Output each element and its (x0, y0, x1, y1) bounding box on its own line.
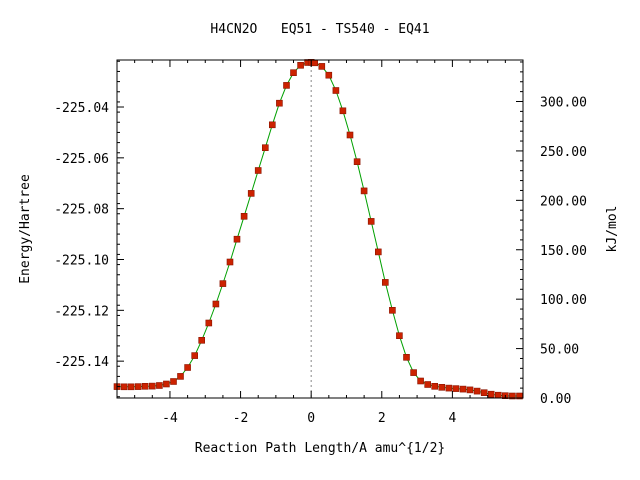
data-point (424, 381, 432, 388)
y2-tick-label: 200.00 (540, 194, 587, 209)
data-point (332, 87, 340, 94)
data-point (297, 61, 304, 69)
data-point (261, 144, 269, 151)
y2-tick-label: 100.00 (540, 293, 587, 308)
x-tick-label: 0 (307, 411, 315, 426)
data-point (367, 218, 375, 225)
data-point (134, 383, 142, 390)
y-axis-label: Energy/Hartree (18, 174, 33, 284)
data-point (177, 373, 184, 380)
data-point (396, 332, 403, 340)
axes-layer: -4 -2 0 2 4 -225.04 -225.06 -225.08 -225.10 -225.… (54, 60, 587, 426)
data-point (353, 158, 361, 165)
data-point (346, 131, 354, 139)
y-tick-label: -225.04 (54, 101, 109, 116)
data-point (170, 378, 177, 385)
data-point (219, 280, 227, 287)
data-point (403, 353, 410, 361)
data-point (410, 369, 417, 376)
data-point (381, 279, 389, 286)
data-point (127, 383, 135, 391)
y2-tick-label: 150.00 (540, 244, 587, 259)
y-tick-label: -225.14 (54, 355, 109, 370)
data-point (226, 258, 234, 266)
y-tick-label: -225.10 (54, 253, 109, 268)
data-point (431, 382, 439, 390)
data-point (191, 352, 198, 359)
y2-tick-label: 250.00 (540, 145, 587, 160)
data-point (247, 190, 255, 197)
data-point (445, 384, 453, 392)
data-point (198, 336, 205, 344)
energy-curve (116, 61, 520, 397)
data-point (494, 391, 502, 399)
data-point (240, 213, 248, 220)
data-point (389, 306, 396, 314)
y-tick-label: -225.08 (54, 203, 109, 218)
plot-layer (113, 58, 523, 400)
plot-frame (116, 59, 524, 399)
data-point (466, 386, 474, 394)
y-tick-label: -225.12 (54, 304, 109, 319)
data-point (417, 377, 424, 385)
x-axis-label: Reaction Path Length/A amu^{1/2} (195, 441, 445, 456)
data-point (276, 99, 283, 107)
data-point (438, 383, 446, 391)
data-point (156, 382, 163, 389)
data-point (212, 300, 220, 308)
y2-tick-label: 300.00 (540, 96, 587, 111)
data-point (473, 387, 481, 395)
data-point (509, 392, 516, 400)
x-tick-label: -2 (233, 411, 249, 426)
data-point (480, 389, 488, 397)
y-tick-label: -225.06 (54, 152, 109, 167)
data-point (283, 82, 290, 89)
data-point (205, 319, 213, 327)
data-point (163, 380, 170, 388)
data-point (311, 59, 319, 67)
data-point (233, 235, 241, 243)
y2-tick-label: 0.00 (540, 392, 571, 407)
data-point (452, 385, 460, 392)
data-point (254, 167, 262, 174)
data-point (339, 107, 347, 115)
data-point (290, 69, 297, 76)
y2-axis-label: kJ/mol (605, 206, 620, 253)
chart-title: H4CN2O EQ51 - TS540 - EQ41 (210, 22, 429, 37)
data-point (374, 248, 382, 256)
data-point (149, 382, 156, 390)
x-tick-label: 4 (448, 411, 456, 426)
data-point (325, 71, 333, 79)
data-point (360, 187, 368, 195)
data-point (318, 63, 326, 70)
data-point (268, 121, 276, 129)
data-point (459, 385, 467, 393)
y2-tick-label: 50.00 (540, 343, 579, 358)
data-point (487, 390, 495, 398)
x-tick-label: 2 (378, 411, 386, 426)
data-point (184, 364, 191, 371)
data-point (120, 383, 128, 391)
data-point (141, 382, 149, 390)
x-tick-label: -4 (162, 411, 178, 426)
